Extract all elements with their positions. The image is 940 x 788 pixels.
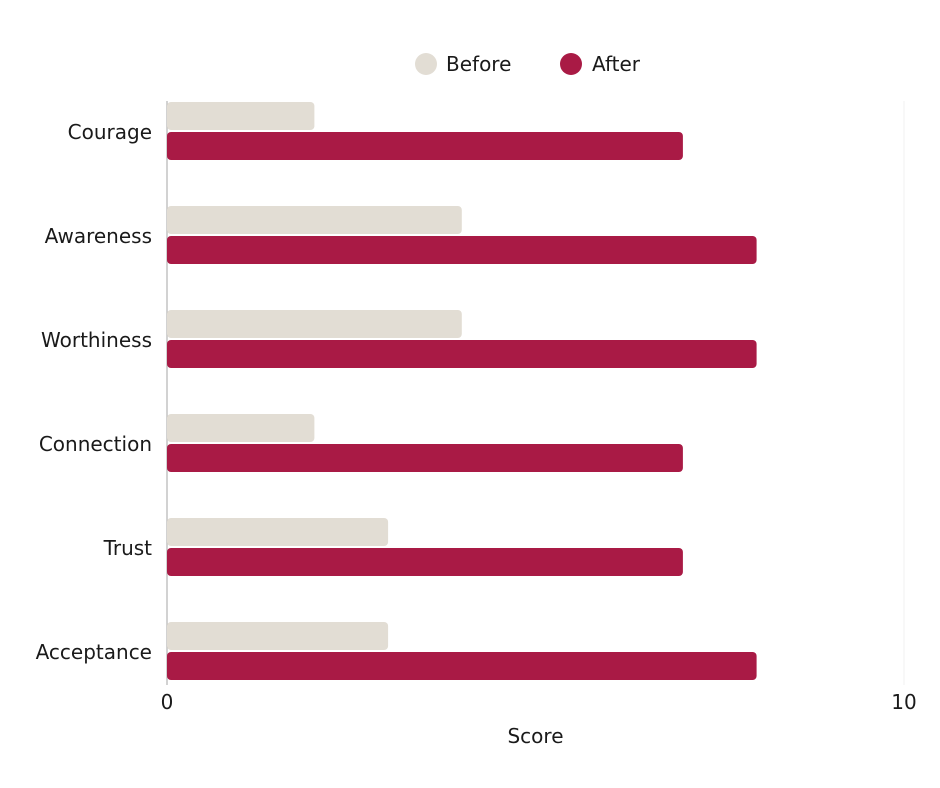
legend-swatch-before xyxy=(415,53,437,75)
bar-before-worthiness xyxy=(167,310,462,338)
category-label-connection: Connection xyxy=(39,432,152,456)
x-tick-label: 10 xyxy=(891,690,916,714)
category-label-worthiness: Worthiness xyxy=(41,328,152,352)
bar-after-worthiness xyxy=(167,340,757,368)
bar-before-trust xyxy=(167,518,389,546)
x-tick-label: 0 xyxy=(161,690,174,714)
category-label-courage: Courage xyxy=(68,120,152,144)
legend-swatch-after xyxy=(560,53,582,75)
bar-after-connection xyxy=(167,444,683,472)
x-axis-title: Score xyxy=(507,724,563,748)
bar-before-awareness xyxy=(167,206,462,234)
legend: Before After xyxy=(415,52,641,76)
bar-after-awareness xyxy=(167,236,757,264)
legend-label-after: After xyxy=(592,52,641,76)
bar-before-acceptance xyxy=(167,622,389,650)
category-label-trust: Trust xyxy=(103,536,153,560)
bar-after-trust xyxy=(167,548,683,576)
legend-label-before: Before xyxy=(446,52,511,76)
category-label-awareness: Awareness xyxy=(45,224,152,248)
bar-after-courage xyxy=(167,132,683,160)
category-labels: Courage Awareness Worthiness Connection Trus… xyxy=(36,120,153,664)
bar-before-connection xyxy=(167,414,315,442)
bar-before-courage xyxy=(167,102,315,130)
bars xyxy=(167,102,757,680)
category-label-acceptance: Acceptance xyxy=(36,640,152,664)
axes: 0 10 Score xyxy=(161,101,917,748)
bar-after-acceptance xyxy=(167,652,757,680)
